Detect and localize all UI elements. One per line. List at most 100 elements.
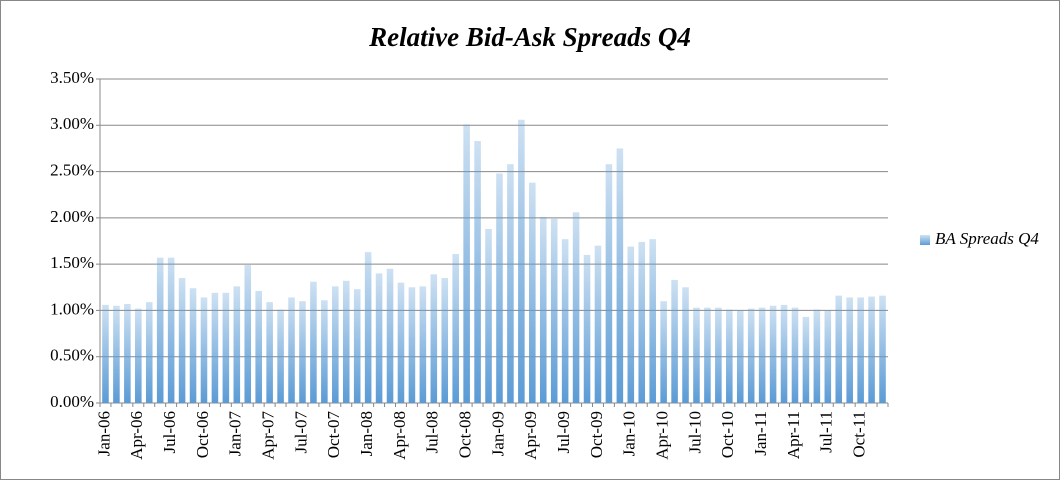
bar — [726, 309, 733, 403]
x-tick-label: Oct-09 — [587, 411, 606, 458]
bar — [332, 286, 339, 403]
bar — [430, 274, 438, 403]
bar — [408, 287, 416, 403]
bar — [310, 281, 317, 403]
bar — [277, 309, 284, 403]
bar — [671, 279, 678, 403]
legend-swatch — [920, 235, 930, 245]
bar — [660, 301, 667, 403]
bar — [529, 182, 536, 403]
bar — [189, 288, 197, 403]
bar — [386, 268, 394, 403]
bar — [879, 295, 886, 403]
bar — [758, 307, 766, 403]
x-tick-label: Jan-10 — [620, 411, 639, 456]
bar — [255, 290, 262, 403]
bar — [868, 296, 875, 403]
x-tick-label: Jan-06 — [94, 411, 113, 456]
bar — [178, 278, 186, 403]
x-tick-label: Jan-09 — [488, 411, 507, 456]
y-tick-label: 1.50% — [50, 253, 94, 272]
bar — [353, 289, 361, 403]
bar — [124, 303, 131, 403]
bar — [802, 316, 810, 403]
bar — [452, 253, 459, 403]
bar — [135, 308, 142, 403]
bar — [616, 148, 624, 403]
bar — [342, 280, 350, 403]
bar — [605, 164, 613, 403]
bar — [266, 302, 273, 403]
x-tick-label: Jan-08 — [357, 411, 376, 456]
x-tick-label: Apr-11 — [784, 411, 803, 459]
bar — [638, 241, 646, 403]
bar — [507, 164, 514, 403]
bar — [244, 265, 252, 403]
bar — [167, 257, 175, 403]
x-tick-label: Apr-09 — [521, 411, 540, 460]
y-tick-label: 3.00% — [50, 114, 94, 133]
y-tick-label: 0.50% — [50, 346, 94, 365]
bar — [736, 310, 744, 403]
bar — [288, 297, 295, 403]
bar — [649, 239, 656, 403]
x-tick-label: Jan-11 — [751, 411, 770, 456]
bar — [583, 254, 591, 403]
y-tick-label: 0.00% — [50, 392, 94, 411]
bar — [102, 304, 109, 403]
bar — [375, 273, 383, 403]
x-tick-label: Jul-06 — [160, 411, 179, 454]
bar — [397, 282, 405, 403]
bar — [321, 300, 328, 403]
x-tick-label: Jul-08 — [423, 411, 442, 454]
bar — [474, 141, 481, 403]
x-tick-label: Jul-09 — [554, 411, 573, 454]
bar — [682, 287, 689, 403]
y-tick-label: 2.50% — [50, 160, 94, 179]
bar — [550, 218, 558, 403]
bar — [572, 212, 580, 403]
bar — [539, 216, 547, 403]
bar — [156, 257, 164, 403]
x-tick-label: Oct-08 — [456, 411, 475, 458]
x-tick-label: Apr-06 — [127, 411, 146, 460]
bar — [222, 292, 230, 403]
x-tick-label: Jan-07 — [226, 411, 245, 457]
bar — [693, 307, 700, 403]
bar — [813, 309, 821, 403]
bar — [704, 307, 711, 403]
bar — [627, 246, 635, 403]
y-tick-label: 3.50% — [50, 68, 94, 87]
legend-label: BA Spreads Q4 — [935, 229, 1039, 248]
bar — [594, 245, 602, 403]
bar — [441, 278, 449, 403]
bar — [780, 304, 788, 403]
bar — [211, 292, 219, 403]
bar — [299, 301, 306, 403]
x-tick-label: Jul-11 — [817, 411, 836, 453]
bar — [463, 124, 470, 404]
y-tick-label: 1.00% — [50, 299, 94, 318]
bar — [200, 297, 208, 403]
bar — [715, 307, 722, 403]
bar — [496, 173, 503, 403]
bar — [561, 239, 569, 403]
x-tick-label: Apr-10 — [653, 411, 672, 460]
x-tick-label: Oct-07 — [324, 411, 343, 459]
x-tick-label: Oct-10 — [718, 411, 737, 458]
chart-title: Relative Bid-Ask Spreads Q4 — [368, 22, 691, 52]
bar — [857, 297, 864, 403]
x-tick-label: Oct-11 — [850, 411, 869, 458]
bar — [518, 119, 525, 403]
bar — [485, 228, 492, 403]
x-tick-label: Oct-06 — [193, 411, 212, 458]
x-tick-label: Jul-07 — [291, 411, 310, 454]
bar — [791, 307, 799, 403]
bar — [835, 295, 843, 403]
bar — [113, 305, 120, 403]
bar — [419, 286, 427, 403]
bar — [364, 252, 372, 403]
x-tick-label: Apr-07 — [259, 411, 278, 460]
